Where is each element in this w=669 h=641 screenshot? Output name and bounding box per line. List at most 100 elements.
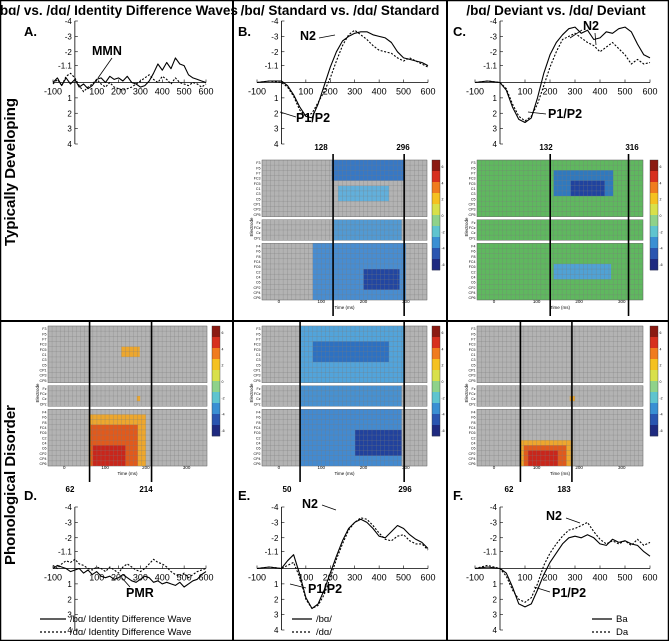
electrode-label: CP2 xyxy=(469,452,476,456)
colorbar-segment xyxy=(432,160,440,172)
colorbar-segment xyxy=(432,403,440,415)
electrode-label: CP6 xyxy=(40,462,47,466)
x-tick-label: -100 xyxy=(44,87,62,97)
electrode-label: CP6 xyxy=(469,296,476,300)
x-tick-label: 500 xyxy=(617,87,632,97)
electrode-label: CP1 xyxy=(469,368,476,372)
y-tick-label: -3 xyxy=(65,32,73,41)
colorbar-tick: 0 xyxy=(660,380,662,384)
series-line-ba xyxy=(52,57,207,90)
colorbar-segment xyxy=(650,425,658,437)
y-tick-label: 3 xyxy=(493,611,498,620)
electrode-label: C2 xyxy=(471,270,476,274)
colorbar-tick: -6 xyxy=(660,263,663,267)
x-tick-label: 400 xyxy=(155,87,170,97)
electrode-label: C3 xyxy=(256,358,261,362)
electrode-label: C6 xyxy=(42,447,47,451)
time-tick-label: 200 xyxy=(575,465,583,470)
x-tick-label: 300 xyxy=(347,87,362,97)
colorbar-tick: 0 xyxy=(442,380,444,384)
series-line-da xyxy=(52,558,207,579)
marker-b-1: 128 xyxy=(314,143,328,152)
electrode-label: C1 xyxy=(471,353,476,357)
electrode-label: F4 xyxy=(42,411,46,415)
y-tick-label: -4 xyxy=(271,503,279,512)
erp-plot-b: -4 -3 -2 -1.1 1 2 3 4 -100 100 200 300 400 500 600 xyxy=(248,17,436,149)
electrode-label: F7 xyxy=(471,172,475,176)
electrode-label: CP2 xyxy=(254,452,261,456)
electrode-label: CP2 xyxy=(469,286,476,290)
x-tick-label: -100 xyxy=(248,87,266,97)
electrode-label: FCz xyxy=(469,226,476,230)
electrode-label: F3 xyxy=(256,327,260,331)
x-tick-label: -100 xyxy=(44,573,62,583)
colorbar-tick: -4 xyxy=(442,247,445,251)
y-tick-label: 2 xyxy=(274,109,279,118)
electrode-label: FC4 xyxy=(469,260,476,264)
colorbar-tick: 2 xyxy=(442,364,444,368)
annotation-n2-e: N2 xyxy=(302,497,318,511)
x-tick-label: 600 xyxy=(420,573,435,583)
time-axis-label: Time (ms) xyxy=(117,471,138,476)
colorbar-segment xyxy=(650,248,658,260)
electrode-axis-label: Electrode xyxy=(249,217,254,237)
colorbar-segment xyxy=(650,348,658,360)
annotation-p1p2-f-pointer xyxy=(533,586,551,593)
heatmap-grid xyxy=(261,325,428,467)
heatmap-f: F3F5F7FC3FC5C1C3C5CP1CP3CP5FzFCzCzCPzF4F… xyxy=(464,320,663,482)
electrode-label: Cz xyxy=(256,231,261,235)
electrode-label: F5 xyxy=(471,166,475,170)
y-tick-label: 2 xyxy=(493,595,498,604)
header-identity: /bɑ/ vs. /dɑ/ Identity Difference Waves xyxy=(0,3,238,18)
colorbar-frame xyxy=(431,325,441,437)
y-tick-label: 4 xyxy=(67,626,72,635)
heatmap-b: F3F5F7FC3FC5C1C3C5CP1CP3CP5FzFCzCzCPzF4F… xyxy=(249,154,445,316)
erp-plot-f: -4 -3 -2 -1.1 1 2 3 4 -100 100 200 300 400 500 600 xyxy=(466,503,658,635)
electrode-label: F4 xyxy=(471,411,475,415)
series-line-ba xyxy=(52,564,207,588)
heatmap-d: F3F5F7FC3FC5C1C3C5CP1CP3CP5FzFCzCzCPzF4F… xyxy=(35,320,225,482)
legend-identity-da: /dɑ/ Identity Difference Wave xyxy=(70,627,191,638)
colorbar-segment xyxy=(212,359,220,371)
electrode-label: F7 xyxy=(471,338,475,342)
time-axis-label: Time (ms) xyxy=(550,471,571,476)
y-tick-label: -1.1 xyxy=(483,548,497,557)
electrode-label: F3 xyxy=(256,161,260,165)
electrode-label: FCz xyxy=(469,392,476,396)
electrode-label: CP1 xyxy=(254,368,261,372)
y-tick-label: 4 xyxy=(493,140,498,149)
electrode-label: F6 xyxy=(256,416,260,420)
x-tick-label: 400 xyxy=(592,573,607,583)
heatmap-grid xyxy=(476,159,644,301)
electrode-label: C3 xyxy=(471,358,476,362)
colorbar-segment xyxy=(432,326,440,338)
colorbar-segment xyxy=(212,337,220,349)
colorbar-segment xyxy=(212,414,220,426)
electrode-label: CP5 xyxy=(469,213,476,217)
panel-label-d: D. xyxy=(24,488,37,503)
colorbar-tick: -2 xyxy=(660,230,663,234)
y-tick-label: 4 xyxy=(493,626,498,635)
electrode-label: C1 xyxy=(256,187,261,191)
erp-plot-e: -4 -3 -2 -1.1 1 2 3 4 -100 100 200 300 400 500 600 xyxy=(248,503,436,635)
significance-region xyxy=(528,450,558,466)
colorbar-segment xyxy=(650,326,658,338)
electrode-label: F4 xyxy=(471,245,475,249)
marker-f-2: 183 xyxy=(557,485,571,494)
series-line-ba xyxy=(256,518,429,610)
electrode-label: Fz xyxy=(43,387,47,391)
electrode-label: FC3 xyxy=(254,343,261,347)
y-tick-label: 2 xyxy=(67,109,72,118)
legend-deviant-da: Da xyxy=(616,627,629,638)
y-tick-label: -2 xyxy=(65,48,73,57)
electrode-label: CP6 xyxy=(254,462,261,466)
colorbar-tick: -2 xyxy=(442,396,445,400)
colorbar-segment xyxy=(650,182,658,194)
electrode-label: C6 xyxy=(471,447,476,451)
electrode-label: C2 xyxy=(256,270,261,274)
series-line-da xyxy=(474,521,651,603)
annotation-mmn-pointer xyxy=(97,57,113,79)
x-tick-label: 600 xyxy=(420,87,435,97)
electrode-label: Fz xyxy=(257,387,261,391)
series-line-da xyxy=(256,29,429,117)
